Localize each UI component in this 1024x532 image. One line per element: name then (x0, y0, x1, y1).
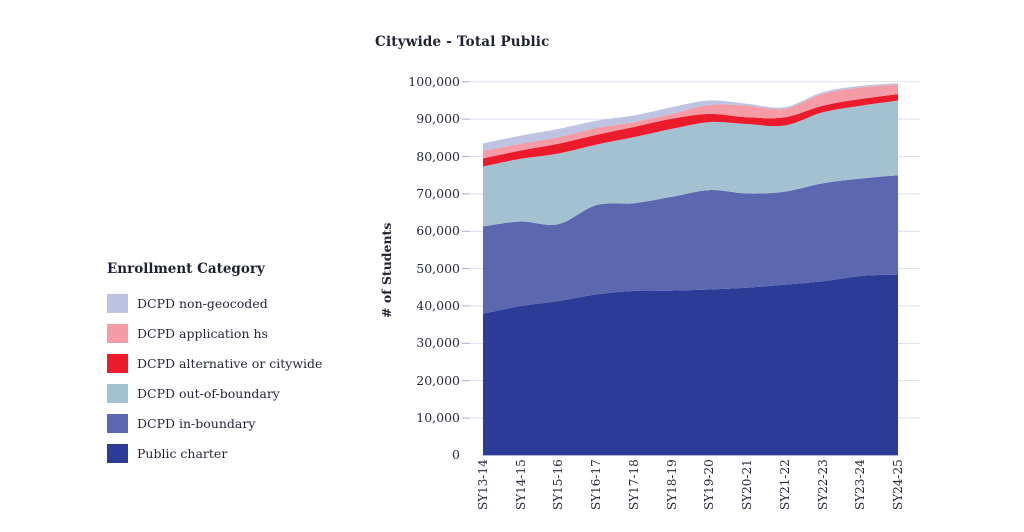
area-band-dcpd-application-hs (483, 84, 898, 159)
legend: Enrollment Category DCPD non-geocoded DCP… (107, 261, 322, 463)
legend-swatch (107, 414, 128, 433)
x-tick-label: SY18-19 (664, 459, 679, 510)
y-tick-label: 40,000 (416, 297, 460, 313)
y-tick-label: 10,000 (416, 410, 460, 426)
x-tick-label: SY15-16 (551, 459, 566, 510)
y-tick-label: 70,000 (416, 185, 460, 201)
stacked-area-plot (462, 81, 920, 456)
y-tick-label: 30,000 (416, 335, 460, 351)
legend-label: DCPD in-boundary (137, 416, 256, 431)
y-tick-label: 60,000 (416, 223, 460, 239)
legend-label: DCPD alternative or citywide (137, 356, 323, 371)
area-band-dcpd-alternative-or-citywide (483, 94, 898, 167)
y-tick-label: 90,000 (416, 111, 460, 127)
x-tick-label: SY21-22 (777, 459, 792, 510)
x-tick-label: SY23-24 (853, 459, 868, 510)
chart-title: Citywide - Total Public (375, 34, 550, 50)
legend-label: Public charter (137, 446, 228, 461)
y-tick-label: 50,000 (416, 260, 460, 276)
y-tick-label: 80,000 (416, 148, 460, 164)
y-tick-label: 20,000 (416, 372, 460, 388)
x-tick-label: SY24-25 (891, 459, 905, 510)
legend-swatch (107, 384, 128, 403)
legend-title: Enrollment Category (107, 261, 265, 277)
x-tick-label: SY20-21 (740, 459, 755, 510)
legend-label: DCPD non-geocoded (137, 296, 268, 311)
area-band-dcpd-in-boundary (483, 175, 898, 314)
legend-swatch (107, 324, 128, 343)
legend-swatch (107, 294, 128, 313)
area-band-dcpd-out-of-boundary (483, 100, 898, 227)
area-band-public-charter (483, 274, 898, 456)
x-tick-label: SY14-15 (513, 459, 528, 510)
x-tick-label: SY19-20 (702, 459, 717, 510)
x-tick-label: SY22-23 (815, 459, 830, 510)
y-tick-label: 100,000 (408, 73, 460, 89)
x-tick-label: SY13-14 (476, 459, 490, 510)
legend-label: DCPD out-of-boundary (137, 386, 280, 401)
legend-label: DCPD application hs (137, 326, 268, 341)
x-tick-label: SY17-18 (626, 459, 641, 510)
y-tick-label: 0 (452, 447, 460, 463)
x-tick-label: SY16-17 (589, 459, 604, 510)
legend-swatch (107, 354, 128, 373)
legend-swatch (107, 444, 128, 463)
